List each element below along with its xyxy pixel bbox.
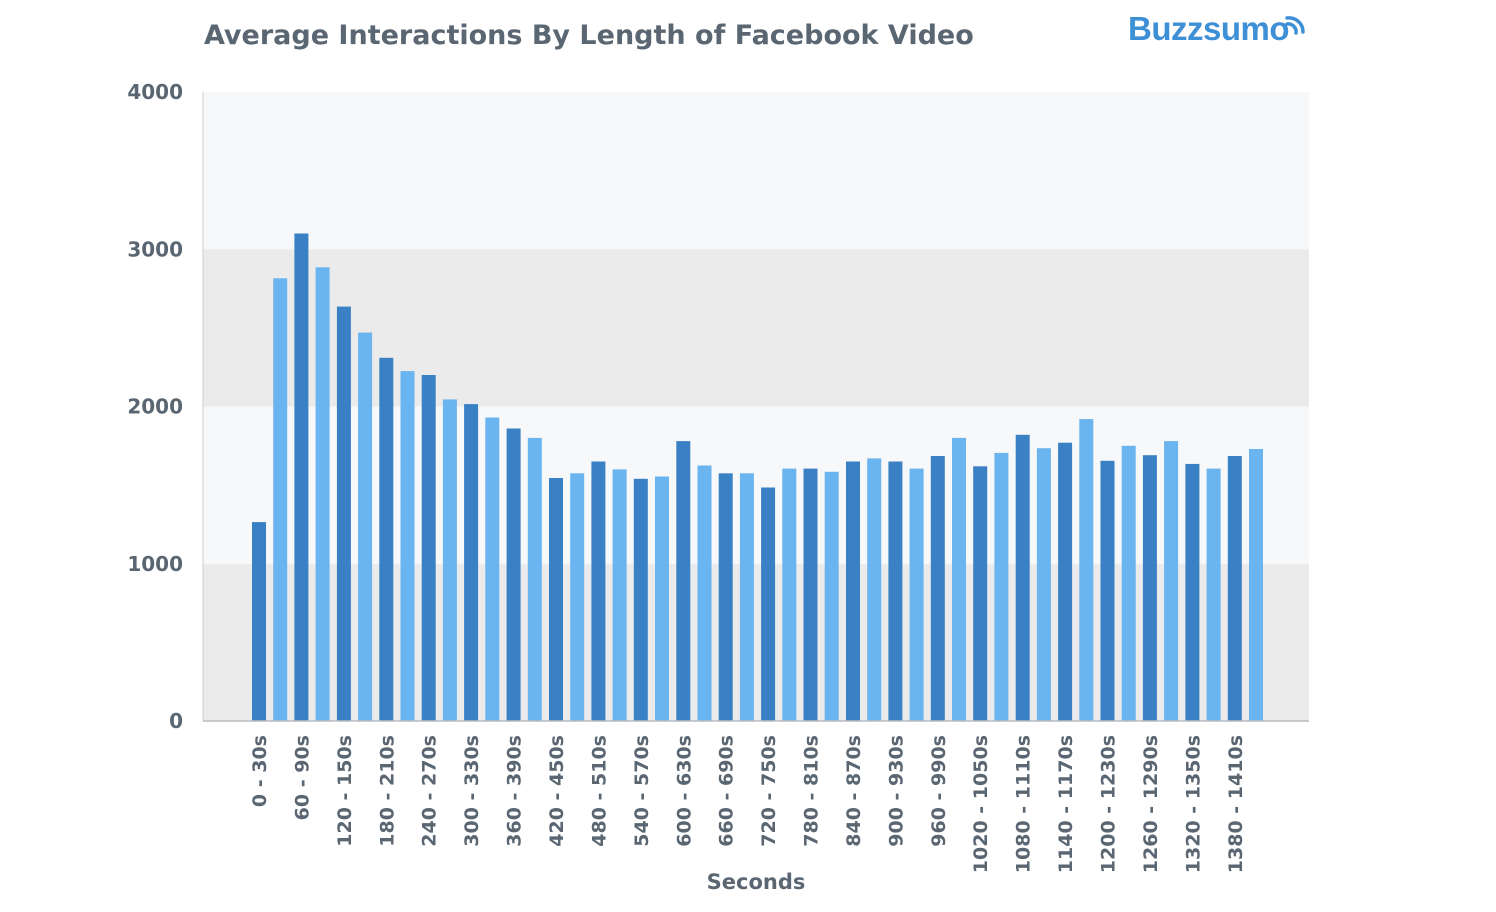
x-tick-label: 1260 - 1290s (1140, 735, 1162, 873)
y-axis-tick-labels: 0 1000 2000 3000 4000 (127, 80, 183, 733)
bar (1185, 463, 1200, 721)
bar (464, 404, 479, 721)
bar (570, 473, 585, 721)
grid-band (203, 92, 1309, 250)
signal-wave-icon (1285, 16, 1305, 35)
x-tick-label: 1020 - 1050s (970, 735, 992, 873)
x-tick-label: 1380 - 1410s (1225, 735, 1247, 873)
bar (549, 478, 563, 721)
x-tick-label: 240 - 270s (419, 735, 441, 847)
y-tick-label: 0 (169, 709, 183, 733)
chart-title: Average Interactions By Length of Facebo… (204, 20, 974, 51)
bar (676, 441, 691, 721)
bar (761, 487, 776, 721)
bar (1079, 419, 1094, 721)
x-tick-label: 1200 - 1230s (1098, 735, 1120, 873)
bar (1100, 460, 1115, 721)
bar (1206, 468, 1221, 721)
x-tick-label: 960 - 990s (928, 735, 950, 847)
y-tick-label: 2000 (127, 395, 183, 419)
x-axis-tick-labels: 0 - 30s 60 - 90s 120 - 150s 180 - 210s 240 -… (249, 735, 1247, 873)
bar (697, 465, 712, 721)
y-tick-label: 1000 (127, 552, 183, 576)
bar (824, 471, 839, 721)
bar (336, 306, 351, 721)
bar (739, 473, 754, 721)
bar (1142, 455, 1157, 721)
bar (1015, 434, 1030, 721)
axes (202, 92, 1309, 722)
bar (400, 371, 415, 721)
x-tick-label: 600 - 630s (673, 735, 695, 847)
bar (655, 476, 669, 721)
bar (591, 461, 606, 721)
bar (612, 469, 627, 721)
bar (1058, 442, 1073, 721)
bar (294, 233, 309, 721)
bar (1164, 441, 1179, 721)
bars (252, 233, 1263, 721)
bar (506, 428, 521, 721)
x-tick-label: 0 - 30s (249, 735, 271, 807)
bar (315, 267, 330, 721)
bar (527, 437, 542, 721)
bar (867, 458, 882, 721)
x-tick-label: 60 - 90s (291, 735, 313, 820)
x-tick-label: 360 - 390s (504, 735, 526, 847)
x-tick-label: 780 - 810s (801, 735, 823, 847)
bar (909, 468, 924, 721)
bar (1121, 445, 1136, 721)
bar (782, 468, 797, 721)
bar (952, 437, 966, 721)
bar (994, 452, 1009, 721)
x-tick-label: 1320 - 1350s (1182, 735, 1204, 873)
y-tick-label: 3000 (127, 237, 183, 261)
bar (252, 522, 266, 721)
bar (930, 456, 945, 721)
bar (1036, 448, 1051, 721)
bar (1227, 456, 1242, 721)
x-tick-label: 480 - 510s (588, 735, 610, 847)
bar (273, 278, 288, 721)
brand-text: Buzzsumo (1128, 10, 1290, 47)
x-tick-label: 540 - 570s (631, 735, 653, 847)
bar (421, 375, 436, 721)
bar (973, 466, 988, 721)
buzzsumo-logo: Buzzsumo (1128, 10, 1318, 58)
x-tick-label: 300 - 330s (461, 735, 483, 847)
y-tick-label: 4000 (127, 80, 183, 104)
x-tick-label: 420 - 450s (546, 735, 568, 847)
bar (379, 357, 394, 721)
bar (803, 468, 818, 721)
bar (888, 461, 903, 721)
x-tick-label: 1140 - 1170s (1055, 735, 1077, 873)
x-tick-label: 660 - 690s (716, 735, 738, 847)
x-tick-label: 840 - 870s (843, 735, 865, 847)
x-tick-label: 180 - 210s (376, 735, 398, 847)
x-tick-label: 720 - 750s (758, 735, 780, 847)
x-tick-label: 900 - 930s (885, 735, 907, 847)
bar (358, 332, 373, 721)
x-tick-label: 1080 - 1110s (1013, 735, 1035, 873)
bar (718, 473, 733, 721)
x-tick-label: 120 - 150s (334, 735, 356, 847)
bar (442, 399, 457, 721)
bar (633, 478, 648, 721)
bar (846, 461, 860, 721)
x-axis-title: Seconds (707, 870, 806, 894)
bar (1249, 449, 1263, 721)
bar (485, 417, 500, 721)
